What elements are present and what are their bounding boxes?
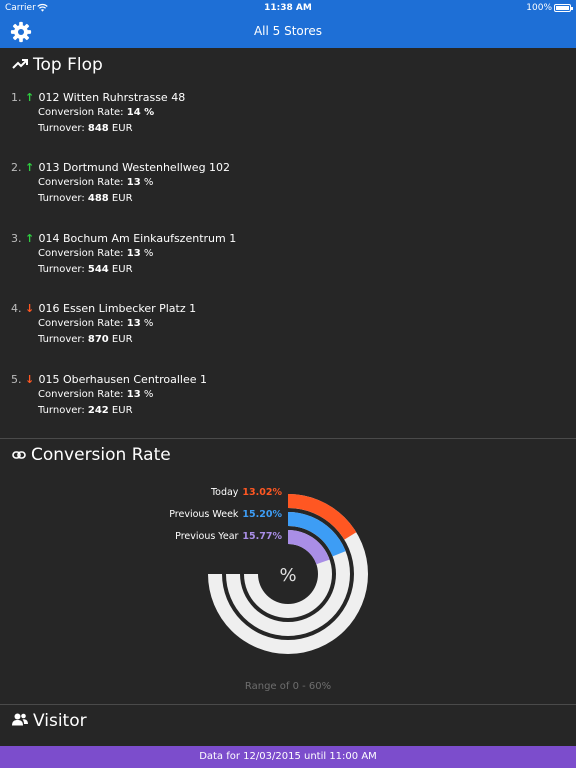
conversion-value: 13 xyxy=(126,389,141,400)
ring-bar-previous-week xyxy=(288,512,346,557)
currency: EUR xyxy=(108,334,133,345)
currency: EUR xyxy=(108,264,133,275)
conversion-label: Conversion Rate: xyxy=(38,107,127,118)
rank-number: 4. xyxy=(11,302,22,315)
clock: 11:38 AM xyxy=(264,3,312,13)
conversion-value: 14 xyxy=(126,107,141,118)
turnover-label: Turnover: xyxy=(38,334,88,345)
conversion-radial-chart: % xyxy=(208,494,368,654)
legend-today: Today 13.02% xyxy=(211,487,282,498)
list-item[interactable]: 4. ↓ 016 Essen Limbecker Platz 1 Convers… xyxy=(11,302,551,350)
store-name: 012 Witten Ruhrstrasse 48 xyxy=(38,91,186,104)
divider xyxy=(0,704,576,705)
store-name: 013 Dortmund Westenhellweg 102 xyxy=(38,161,231,174)
turnover-value: 870 xyxy=(87,334,109,345)
currency: EUR xyxy=(108,123,133,134)
arrow-up-icon: ↑ xyxy=(25,161,35,174)
turnover-label: Turnover: xyxy=(38,264,88,275)
arrow-down-icon: ↓ xyxy=(25,373,35,386)
list-item[interactable]: 5. ↓ 015 Oberhausen Centroallee 1 Conver… xyxy=(11,373,551,421)
legend-label: Previous Week xyxy=(169,509,239,520)
turnover-label: Turnover: xyxy=(38,405,88,416)
conversion-unit: % xyxy=(140,248,154,259)
conversion-unit: % xyxy=(140,107,155,118)
rank-number: 1. xyxy=(11,91,22,104)
turnover-value: 544 xyxy=(87,264,109,275)
page-title: All 5 Stores xyxy=(253,24,323,38)
legend-value: 15.77% xyxy=(242,531,282,542)
conversion-label: Conversion Rate: xyxy=(38,389,127,400)
status-bar: Carrier 11:38 AM 100% xyxy=(0,0,576,16)
conversion-unit: % xyxy=(140,177,154,188)
list-item[interactable]: 3. ↑ 014 Bochum Am Einkaufszentrum 1 Con… xyxy=(11,232,551,280)
range-caption: Range of 0 - 60% xyxy=(244,681,332,692)
percent-symbol: % xyxy=(279,565,296,586)
conversion-unit: % xyxy=(140,318,154,329)
store-name: 014 Bochum Am Einkaufszentrum 1 xyxy=(38,232,237,245)
arrow-down-icon: ↓ xyxy=(25,302,35,315)
conversion-label: Conversion Rate: xyxy=(38,177,127,188)
rank-number: 5. xyxy=(11,373,22,386)
visitor-heading: Visitor xyxy=(12,711,87,731)
ring-bar-previous-year xyxy=(288,530,330,565)
link-icon xyxy=(12,445,31,465)
legend-value: 15.20% xyxy=(242,509,282,520)
divider xyxy=(0,438,576,439)
conversion-unit: % xyxy=(140,389,154,400)
legend-value: 13.02% xyxy=(242,487,282,498)
legend-label: Previous Year xyxy=(175,531,239,542)
store-name: 016 Essen Limbecker Platz 1 xyxy=(38,302,197,315)
ring-bar-today xyxy=(288,494,357,540)
store-name: 015 Oberhausen Centroallee 1 xyxy=(38,373,208,386)
turnover-value: 488 xyxy=(87,193,109,204)
conversion-label: Conversion Rate: xyxy=(38,248,127,259)
conversion-value: 13 xyxy=(126,318,141,329)
arrow-up-icon: ↑ xyxy=(25,232,35,245)
list-item[interactable]: 2. ↑ 013 Dortmund Westenhellweg 102 Conv… xyxy=(11,161,551,209)
conversion-rate-title: Conversion Rate xyxy=(31,445,171,465)
battery-icon xyxy=(554,4,573,12)
users-icon xyxy=(12,711,33,731)
legend-previous-year: Previous Year 15.77% xyxy=(175,531,282,542)
turnover-value: 848 xyxy=(87,123,109,134)
conversion-label: Conversion Rate: xyxy=(38,318,127,329)
conversion-value: 13 xyxy=(126,248,141,259)
legend-previous-week: Previous Week 15.20% xyxy=(169,509,282,520)
rank-number: 3. xyxy=(11,232,22,245)
top-flop-heading: Top Flop xyxy=(12,55,103,75)
wifi-icon xyxy=(37,2,48,16)
currency: EUR xyxy=(108,193,133,204)
visitor-title: Visitor xyxy=(33,711,87,731)
conversion-rate-heading: Conversion Rate xyxy=(12,445,171,465)
turnover-label: Turnover: xyxy=(38,193,88,204)
battery-percent: 100% xyxy=(526,3,552,13)
turnover-label: Turnover: xyxy=(38,123,88,134)
turnover-value: 242 xyxy=(87,405,109,416)
list-item[interactable]: 1. ↑ 012 Witten Ruhrstrasse 48 Conversio… xyxy=(11,91,551,139)
rank-number: 2. xyxy=(11,161,22,174)
navigation-bar: All 5 Stores xyxy=(0,16,576,48)
trending-icon xyxy=(12,55,33,75)
top-flop-title: Top Flop xyxy=(33,55,103,75)
conversion-value: 13 xyxy=(126,177,141,188)
currency: EUR xyxy=(108,405,133,416)
gear-icon[interactable] xyxy=(10,21,32,43)
carrier-label: Carrier xyxy=(5,3,36,13)
arrow-up-icon: ↑ xyxy=(25,91,35,104)
legend-label: Today xyxy=(210,487,239,498)
data-timestamp-footer: Data for 12/03/2015 until 11:00 AM xyxy=(0,746,576,768)
